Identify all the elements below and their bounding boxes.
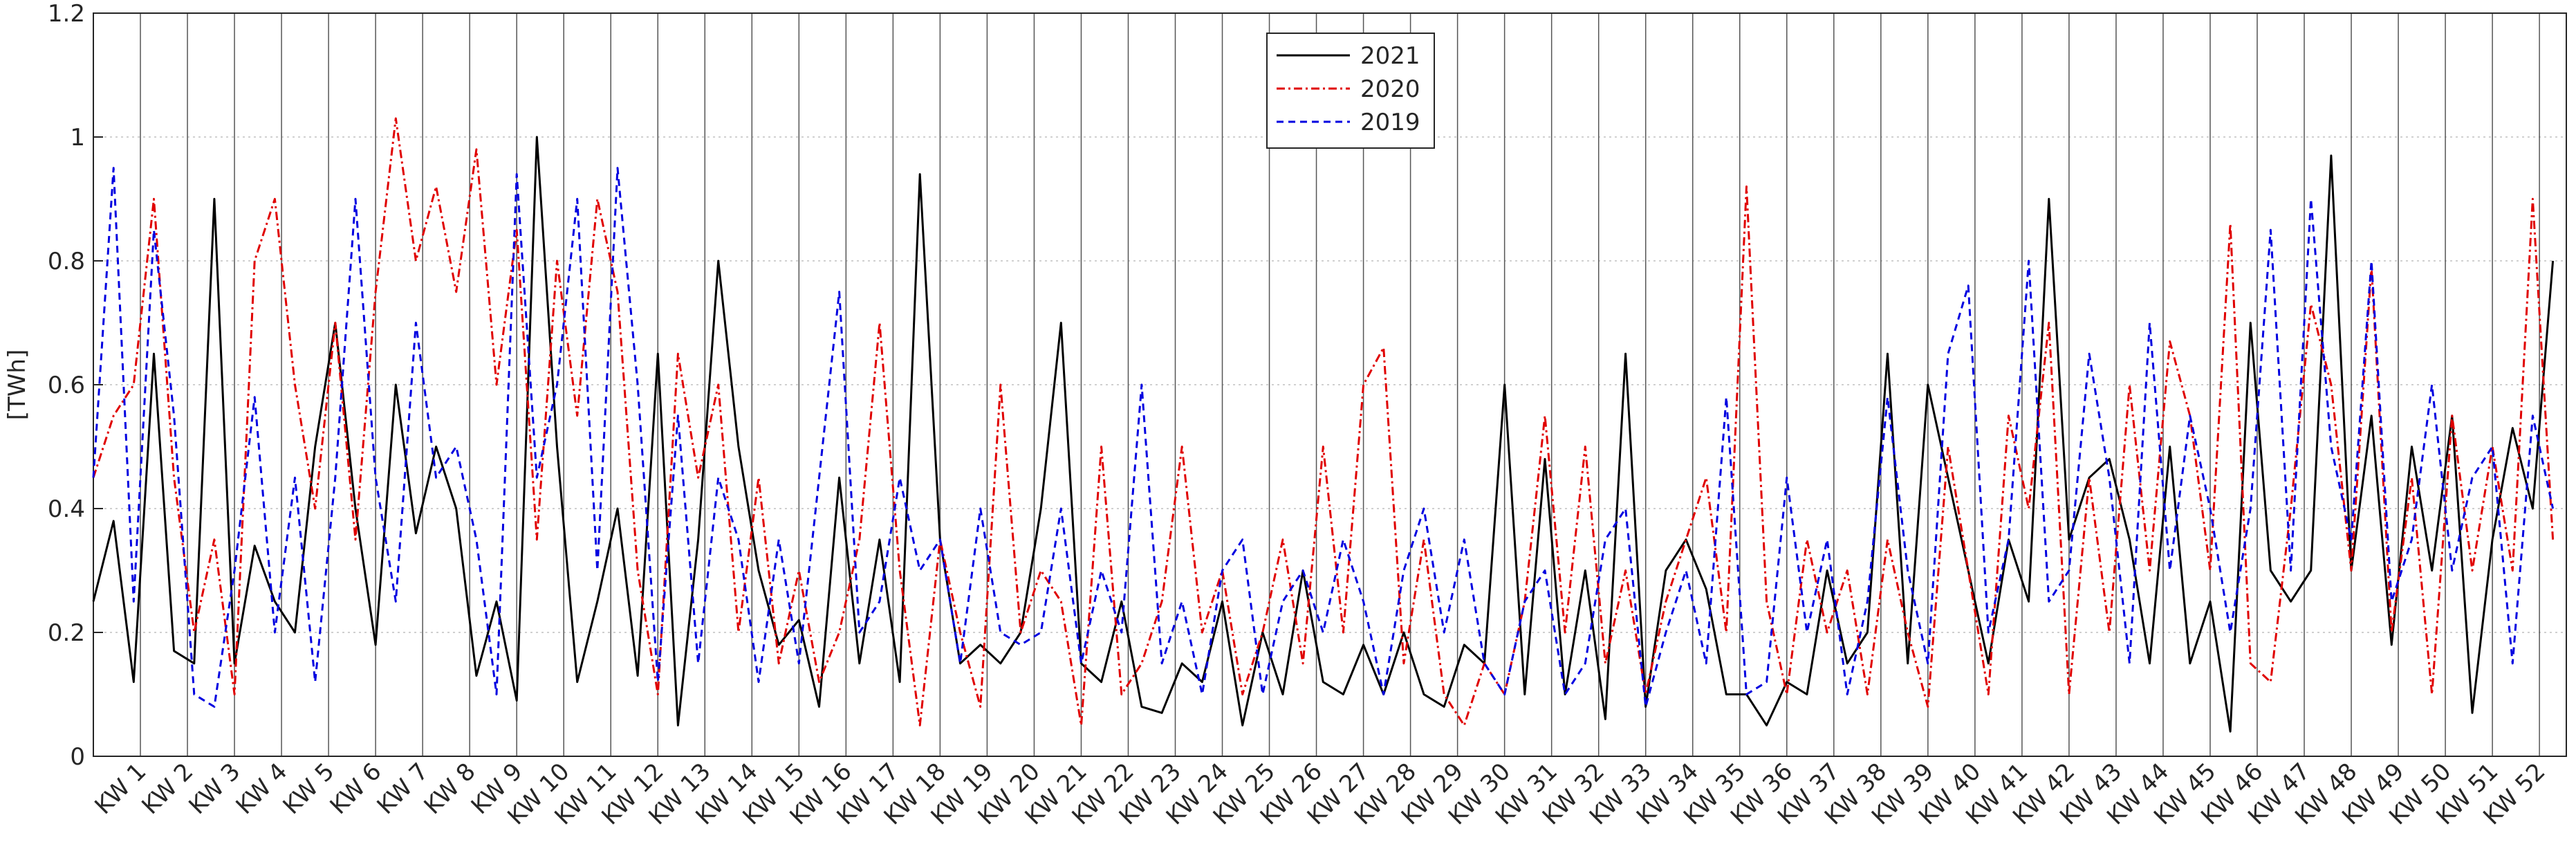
y-tick-label: 0.6 [48,372,85,399]
data-line [92,167,2555,708]
x-tick-label: KW 4 [231,758,293,820]
legend: 2021 2020 2019 [1266,33,1435,149]
y-tick-label: 0 [70,743,85,771]
x-tick-label: KW 5 [278,758,340,820]
x-tick-label: KW 7 [372,758,434,820]
y-axis-label: [TWh] [3,349,31,420]
x-tick-label: KW 2 [136,758,198,820]
y-tick-label: 1.2 [48,0,85,28]
y-tick-label: 0.8 [48,248,85,275]
data-line [92,117,2555,727]
legend-label: 2020 [1360,75,1420,103]
x-tick-label: KW 3 [184,758,246,820]
x-tick-label: KW 8 [419,758,481,820]
legend-box [1266,33,1435,149]
legend-label: 2019 [1360,109,1420,136]
y-tick-label: 0.2 [48,619,85,647]
legend-label: 2021 [1360,42,1420,70]
y-tick-label: 0.4 [48,495,85,523]
data-line [92,136,2555,733]
x-tick-label: KW 6 [325,758,387,820]
x-tick-label: KW 1 [89,758,151,820]
axes-frame [93,12,2567,757]
y-tick-label: 1 [70,124,85,152]
